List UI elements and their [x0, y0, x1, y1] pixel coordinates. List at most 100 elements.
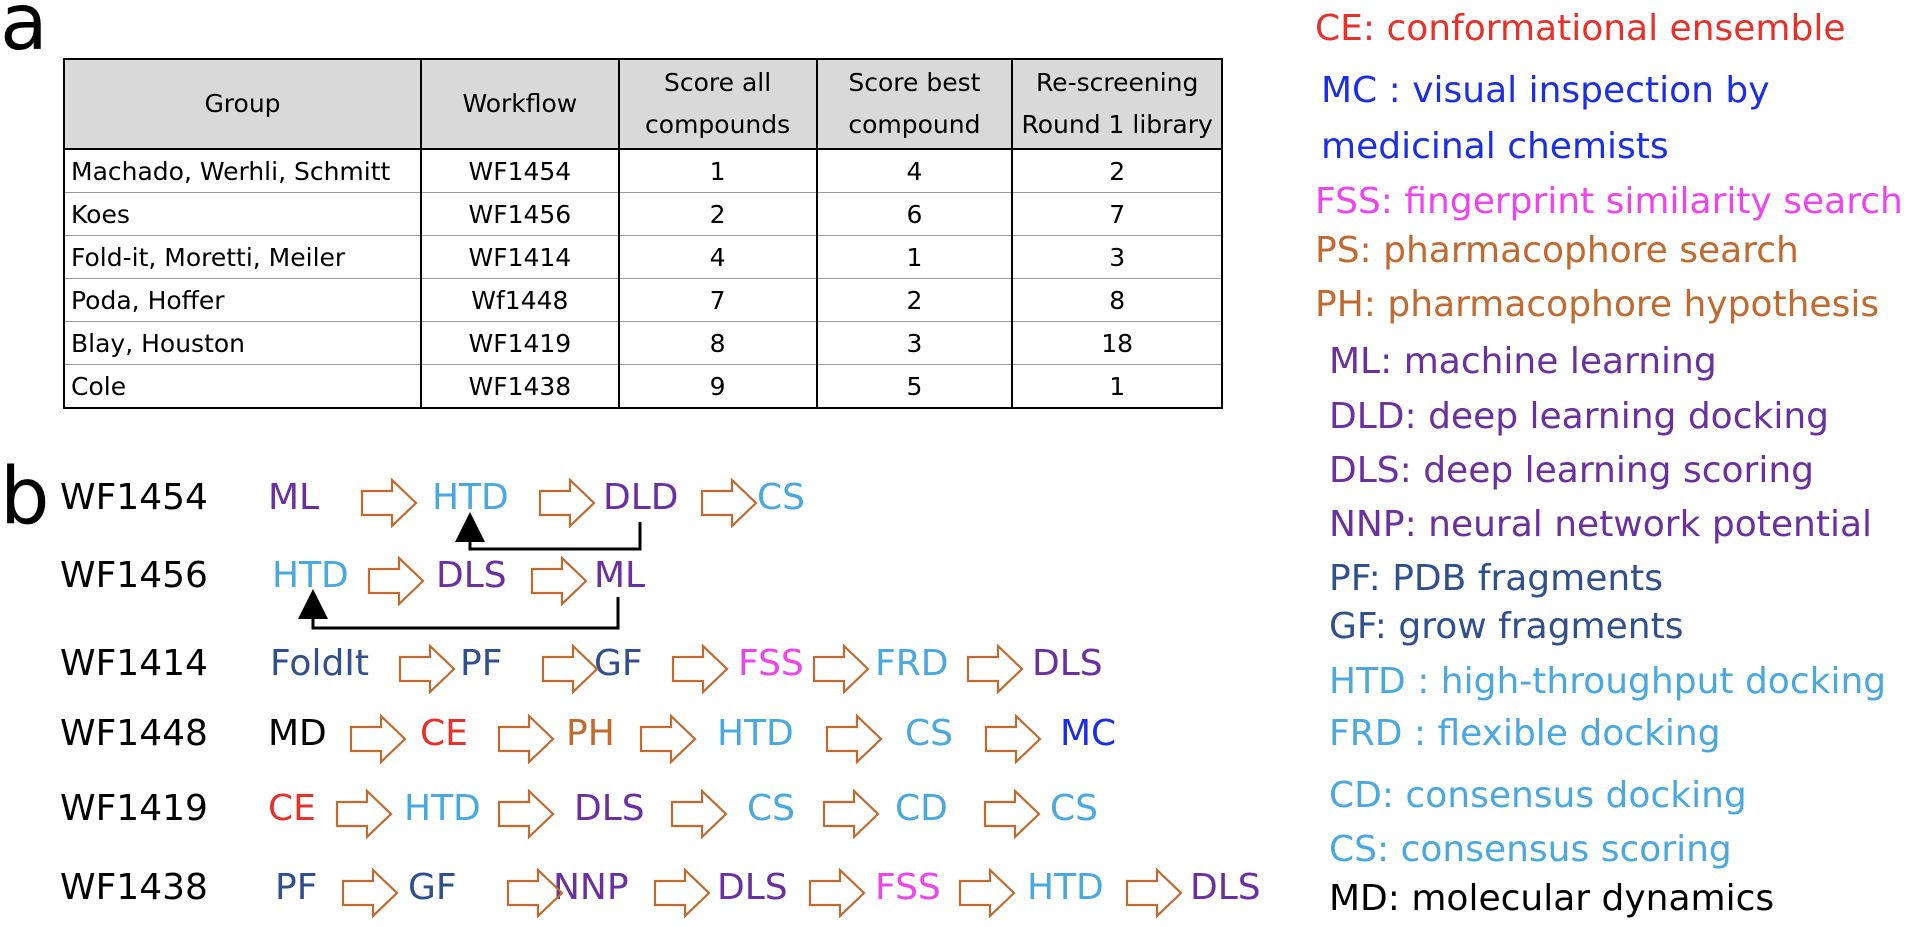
- legend-entry: MD: molecular dynamics: [1329, 878, 1775, 919]
- workflow-step: HTD: [404, 788, 481, 829]
- rank-cell: 4: [815, 148, 1014, 193]
- workflow-step: ML: [594, 555, 646, 596]
- workflow-step: CE: [420, 713, 468, 754]
- group-cell: Cole: [62, 364, 423, 409]
- table-header-cell: Re-screening Round 1 library: [1011, 58, 1223, 150]
- step-arrow-icon: [639, 714, 697, 764]
- workflow-step: PF: [460, 643, 503, 684]
- step-arrow-icon: [808, 868, 866, 918]
- workflow-step: DLS: [436, 555, 507, 596]
- table-header-cell: Workflow: [420, 58, 620, 150]
- workflow-id: WF1419: [60, 788, 208, 829]
- workflow-step: FRD: [875, 643, 949, 684]
- rank-cell: 5: [815, 364, 1014, 409]
- table-header-line: Round 1 library: [1021, 110, 1213, 139]
- step-arrow-icon: [984, 714, 1042, 764]
- table-row: Poda, Hoffer Wf1448 7 2 8: [62, 278, 1223, 322]
- workflow-diagram: WF1454 ML HTD DLD CS WF1456 HTD DLS ML WF1414 Fold…: [60, 477, 1261, 918]
- step-arrow-icon: [541, 644, 599, 694]
- workflow-id: WF1454: [60, 477, 208, 518]
- workflow-step: DLS: [1032, 643, 1103, 684]
- table-row: Blay, Houston WF1419 8 3 18: [62, 321, 1223, 365]
- workflow-step: PH: [566, 713, 615, 754]
- step-arrow-icon: [1125, 868, 1183, 918]
- workflow-step: HTD: [717, 713, 794, 754]
- legend-entry: CS: consensus scoring: [1329, 829, 1732, 870]
- step-arrow-icon: [530, 556, 588, 606]
- legend-entry: FSS: fingerprint similarity search: [1315, 181, 1903, 222]
- table-row: Cole WF1438 9 5 1: [62, 364, 1223, 409]
- legend-entry: medicinal chemists: [1321, 126, 1669, 167]
- step-arrow-icon: [653, 868, 711, 918]
- step-arrow-icon: [349, 714, 407, 764]
- step-arrow-icon: [506, 868, 564, 918]
- workflow-step: CS: [1050, 788, 1098, 829]
- table-row: Fold-it, Moretti, Meiler WF1414 4 1 3: [62, 235, 1223, 279]
- legend-entry: CE: conformational ensemble: [1315, 8, 1846, 49]
- table-header-line: Workflow: [462, 89, 578, 118]
- panel-label-a: a: [0, 0, 48, 68]
- table-body: Machado, Werhli, Schmitt WF1454 1 4 2 Koes WF1…: [62, 148, 1223, 409]
- workflow-step: PF: [275, 867, 318, 908]
- workflow-step: CS: [757, 477, 805, 518]
- workflow-step: DLS: [717, 867, 788, 908]
- step-arrow-icon: [497, 714, 555, 764]
- workflow-step: CE: [268, 788, 316, 829]
- workflow-step: MD: [268, 713, 327, 754]
- step-arrow-icon: [670, 789, 728, 839]
- workflow-step: FSS: [875, 867, 941, 908]
- rank-cell: 9: [617, 364, 818, 409]
- workflow-step: CS: [905, 713, 953, 754]
- step-arrow-icon: [538, 478, 596, 528]
- workflow-step: FoldIt: [270, 643, 370, 684]
- workflow-cell: WF1438: [420, 364, 620, 409]
- step-arrow-icon: [700, 478, 758, 528]
- workflow-id: WF1448: [60, 713, 208, 754]
- table-header-line: Score best: [848, 68, 981, 97]
- step-arrow-icon: [822, 789, 880, 839]
- rank-cell: 6: [815, 192, 1014, 236]
- rank-cell: 3: [1011, 235, 1223, 279]
- workflow-step: CS: [747, 788, 795, 829]
- legend-entry: GF: grow fragments: [1329, 606, 1684, 647]
- workflow-step: DLS: [1190, 867, 1261, 908]
- rank-cell: 1: [617, 148, 818, 193]
- step-arrow-icon: [341, 868, 399, 918]
- panel-label-b: b: [0, 452, 50, 542]
- legend-entry: HTD : high-throughput docking: [1329, 661, 1887, 702]
- legend-entry: FRD : flexible docking: [1329, 713, 1721, 754]
- workflow-id: WF1414: [60, 643, 208, 684]
- rank-cell: 1: [1011, 364, 1223, 409]
- legend-entry: PS: pharmacophore search: [1315, 230, 1799, 271]
- step-arrow-icon: [367, 556, 425, 606]
- workflow-step: DLS: [574, 788, 645, 829]
- group-cell: Koes: [62, 192, 423, 236]
- legend-entry: DLD: deep learning docking: [1329, 396, 1830, 437]
- rank-cell: 3: [815, 321, 1014, 365]
- legend-entry: MC : visual inspection by: [1321, 70, 1770, 111]
- step-arrow-icon: [497, 789, 555, 839]
- workflow-cell: WF1414: [420, 235, 620, 279]
- table-row: Machado, Werhli, Schmitt WF1454 1 4 2: [62, 148, 1223, 193]
- results-table: Group Workflow Score all compounds Score bes…: [62, 58, 1223, 409]
- step-arrow-icon: [958, 868, 1016, 918]
- legend-entry: PF: PDB fragments: [1329, 558, 1664, 599]
- workflow-step: NNP: [553, 867, 629, 908]
- workflow-step: ML: [268, 477, 320, 518]
- rank-cell: 2: [1011, 148, 1223, 193]
- workflow-step: FSS: [738, 643, 804, 684]
- table-header-cell: Group: [62, 58, 423, 150]
- workflow-step: HTD: [1027, 867, 1104, 908]
- workflow-id: WF1456: [60, 555, 208, 596]
- workflow-cell: Wf1448: [420, 278, 620, 322]
- abbreviation-legend: CE: conformational ensemble MC : visual i…: [1315, 0, 1909, 927]
- legend-entry: DLS: deep learning scoring: [1329, 450, 1814, 491]
- workflow-step: MC: [1060, 713, 1117, 754]
- table-header-line: compound: [848, 110, 981, 139]
- rank-cell: 4: [617, 235, 818, 279]
- step-arrow-icon: [983, 789, 1041, 839]
- workflow-cell: WF1419: [420, 321, 620, 365]
- workflow-step: GF: [594, 643, 643, 684]
- legend-entry: NNP: neural network potential: [1329, 504, 1873, 545]
- group-cell: Machado, Werhli, Schmitt: [62, 148, 423, 193]
